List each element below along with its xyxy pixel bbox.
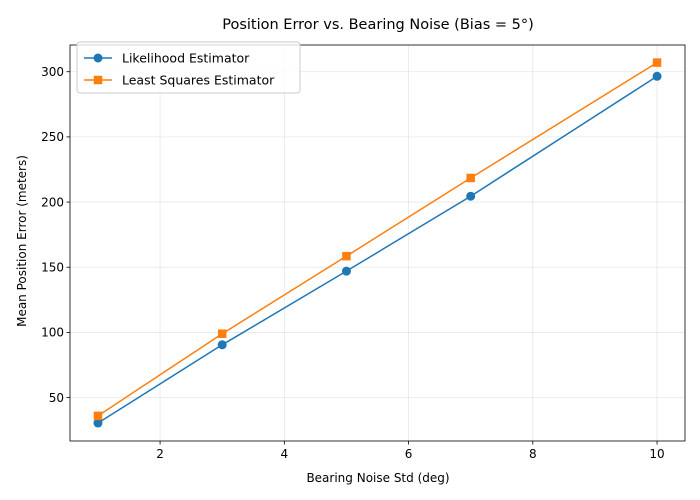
chart-title: Position Error vs. Bearing Noise (Bias =… xyxy=(222,17,534,33)
y-tick-label: 100 xyxy=(41,326,64,340)
x-tick-label: 8 xyxy=(529,447,537,461)
data-point-likelihood-estimator xyxy=(217,340,227,350)
data-point-likelihood-estimator xyxy=(652,71,662,81)
x-axis-label: Bearing Noise Std (deg) xyxy=(306,471,449,485)
data-point-least-squares-estimator xyxy=(652,58,662,67)
legend-marker-least-squares xyxy=(93,75,103,85)
series-likelihood-estimator xyxy=(93,71,662,428)
grid xyxy=(70,45,685,441)
x-tick-label: 10 xyxy=(649,447,664,461)
ticks: 2 4 6 8 10 50 100 150 200 250 300 xyxy=(41,65,665,461)
series-layer xyxy=(93,58,662,428)
data-point-least-squares-estimator xyxy=(93,411,103,421)
y-tick-label: 50 xyxy=(49,391,64,405)
plot-frame xyxy=(69,44,686,442)
y-tick-label: 250 xyxy=(41,130,64,144)
x-tick-label: 6 xyxy=(405,447,413,461)
x-tick-label: 4 xyxy=(280,447,288,461)
legend-box xyxy=(76,41,301,94)
x-tick-label: 2 xyxy=(156,447,164,461)
data-point-likelihood-estimator xyxy=(93,418,103,428)
y-tick-label: 200 xyxy=(41,195,64,209)
data-point-least-squares-estimator xyxy=(342,251,351,261)
legend: Likelihood Estimator Least Squares Estim… xyxy=(76,41,301,94)
data-point-least-squares-estimator xyxy=(217,329,227,338)
legend-label-likelihood: Likelihood Estimator xyxy=(122,51,250,66)
data-point-likelihood-estimator xyxy=(341,266,351,276)
legend-entry-least-squares: Least Squares Estimator xyxy=(84,73,275,88)
y-tick-label: 150 xyxy=(41,261,64,275)
series-line-least-squares-estimator xyxy=(97,61,658,417)
series-line-likelihood-estimator xyxy=(97,75,658,424)
data-point-likelihood-estimator xyxy=(466,191,476,201)
series-least-squares-estimator xyxy=(93,58,662,421)
y-tick-label: 300 xyxy=(41,65,64,79)
y-axis-label: Mean Position Error (meters) xyxy=(15,155,29,327)
legend-label-least-squares: Least Squares Estimator xyxy=(122,73,275,88)
data-point-least-squares-estimator xyxy=(466,173,475,183)
legend-marker-likelihood xyxy=(93,53,103,63)
legend-entry-likelihood: Likelihood Estimator xyxy=(84,51,250,66)
